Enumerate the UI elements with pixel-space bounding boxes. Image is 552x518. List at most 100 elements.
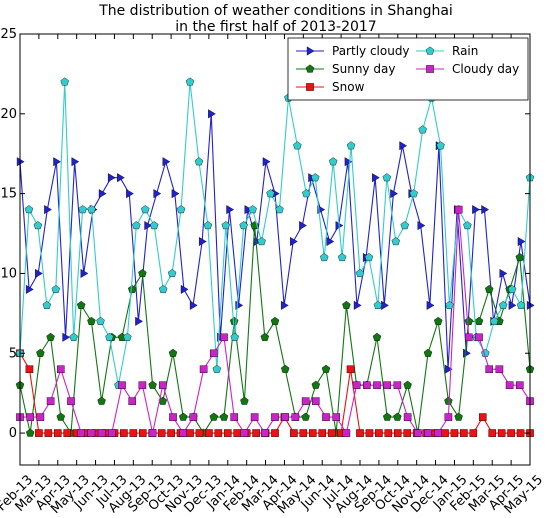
series-point-2-50 — [488, 429, 497, 437]
series-point-1-12 — [138, 268, 147, 278]
series-point-3-36 — [337, 253, 347, 262]
series-point-2-13 — [138, 429, 147, 437]
series-point-3-8 — [87, 205, 96, 214]
series-point-1-15 — [168, 348, 178, 357]
series-point-3-55 — [507, 284, 517, 294]
series-point-4-23 — [250, 413, 259, 421]
series-point-3-22 — [212, 364, 222, 373]
series-point-0-39 — [372, 173, 380, 183]
series-point-2-20 — [205, 429, 213, 437]
series-point-4-15 — [169, 413, 177, 421]
series-point-4-41 — [434, 429, 443, 437]
series-point-3-37 — [346, 141, 356, 150]
plot-frame — [19, 33, 531, 466]
series-point-3-28 — [266, 189, 275, 198]
series-point-2-52 — [507, 429, 515, 437]
series-point-3-6 — [69, 332, 78, 341]
series-point-4-42 — [444, 413, 453, 421]
series-point-0-53 — [499, 268, 508, 278]
series-point-2-48 — [469, 429, 478, 437]
legend-label-3: Rain — [452, 44, 478, 58]
series-point-1-20 — [219, 412, 229, 421]
series-point-1-8 — [97, 396, 106, 405]
series-point-2-27 — [271, 429, 279, 437]
series-point-0-5 — [62, 332, 71, 342]
series-point-4-2 — [36, 413, 45, 421]
series-point-2-18 — [186, 429, 194, 437]
series-point-4-25 — [271, 413, 279, 421]
series-point-2-11 — [120, 429, 128, 437]
y-tick-label-0: 0 — [9, 426, 17, 441]
series-point-0-23 — [226, 205, 235, 215]
series-point-0-31 — [299, 221, 307, 231]
series-point-0-29 — [280, 300, 289, 310]
series-point-1-46 — [484, 284, 494, 294]
series-point-4-43 — [454, 205, 463, 214]
series-point-0-1 — [25, 284, 34, 294]
y-tick-label-2: 10 — [0, 266, 17, 281]
series-point-2-49 — [478, 413, 487, 421]
series-point-4-28 — [301, 397, 310, 405]
series-point-0-13 — [135, 316, 143, 326]
series-point-4-26 — [281, 413, 290, 421]
series-point-2-5 — [63, 429, 72, 437]
series-point-4-21 — [230, 413, 239, 421]
series-point-3-15 — [149, 221, 159, 230]
series-point-0-55 — [517, 236, 526, 247]
series-point-4-37 — [393, 381, 402, 389]
series-point-1-2 — [36, 348, 45, 357]
series-point-1-11 — [127, 284, 137, 294]
series-point-3-14 — [141, 205, 150, 214]
series-point-0-51 — [481, 205, 490, 215]
series-point-1-22 — [240, 396, 249, 405]
series-point-1-42 — [444, 396, 453, 405]
series-point-2-3 — [44, 429, 53, 437]
series-point-2-51 — [497, 429, 506, 437]
series-point-4-44 — [465, 333, 473, 342]
series-point-4-20 — [220, 333, 228, 342]
series-point-3-50 — [463, 221, 472, 230]
series-point-1-21 — [229, 316, 239, 325]
series-point-1-29 — [311, 380, 321, 389]
y-tick-label-3: 15 — [0, 187, 17, 202]
series-point-3-56 — [516, 300, 526, 309]
series-point-4-30 — [322, 413, 330, 421]
series-point-2-29 — [290, 429, 298, 437]
series-line-3 — [19, 81, 531, 386]
series-point-2-1 — [25, 365, 34, 374]
series-point-3-29 — [275, 205, 284, 214]
series-point-1-25 — [270, 316, 280, 325]
series-point-3-19 — [185, 77, 195, 86]
series-point-0-56 — [526, 300, 535, 310]
series-point-3-7 — [78, 205, 87, 214]
series-point-2-31 — [308, 429, 317, 437]
legend-label-4: Cloudy day — [452, 62, 519, 76]
series-point-4-39 — [414, 429, 422, 437]
series-point-2-45 — [441, 429, 449, 437]
series-point-2-16 — [167, 429, 175, 437]
legend-marker-3 — [425, 46, 435, 55]
series-point-2-30 — [299, 429, 308, 437]
series-point-3-5 — [60, 77, 69, 86]
series-point-0-20 — [199, 236, 207, 247]
series-point-2-15 — [157, 429, 166, 437]
series-point-0-45 — [426, 300, 435, 310]
series-point-3-4 — [51, 284, 61, 294]
legend-label-1: Sunny day — [332, 62, 395, 76]
series-point-0-6 — [71, 157, 80, 167]
series-point-0-4 — [53, 157, 62, 167]
series-point-3-32 — [302, 189, 311, 198]
series-point-1-6 — [76, 300, 86, 309]
series-point-0-3 — [44, 205, 52, 215]
series-point-0-25 — [244, 205, 253, 215]
series-point-1-16 — [178, 412, 188, 421]
series-point-4-35 — [373, 381, 381, 389]
series-point-3-40 — [373, 300, 383, 309]
series-point-1-37 — [393, 412, 402, 421]
series-point-0-27 — [262, 157, 271, 167]
series-point-2-38 — [375, 429, 383, 437]
series-0 — [16, 109, 535, 374]
series-point-0-36 — [344, 157, 353, 167]
series-point-0-19 — [189, 300, 198, 310]
series-point-2-36 — [356, 429, 364, 437]
